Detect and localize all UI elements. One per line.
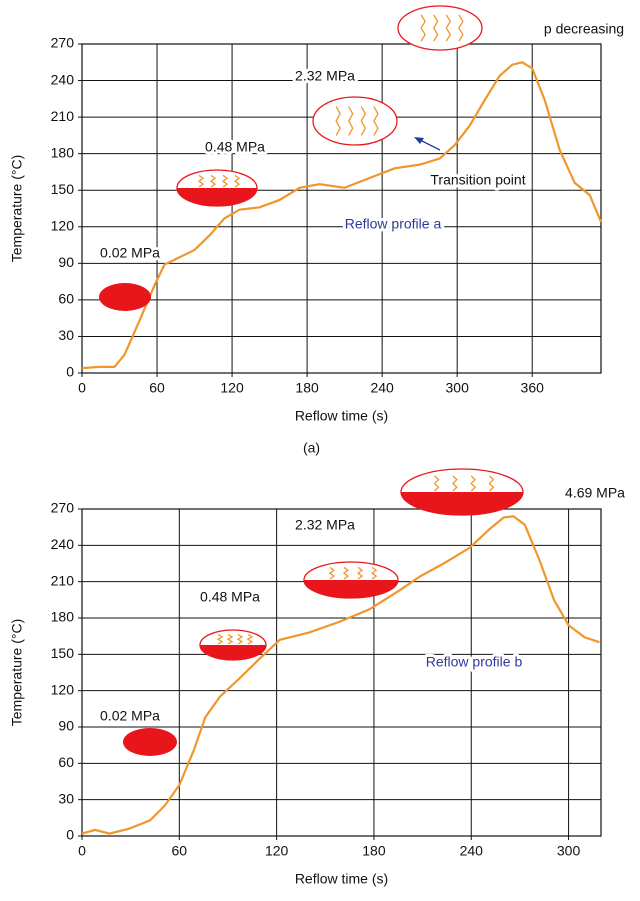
x-tick-label: 60	[149, 380, 165, 396]
x-axis-title: Reflow time (s)	[295, 871, 388, 887]
x-tick-label: 0	[78, 380, 86, 396]
gas-icon	[342, 566, 350, 580]
gas-icon	[373, 106, 379, 136]
gas-icon	[458, 14, 464, 42]
gas-icon	[236, 633, 244, 645]
annotation: 2.32 MPa	[295, 68, 355, 84]
x-tick-label: 300	[557, 843, 581, 859]
x-tick-label: 120	[265, 843, 289, 859]
y-tick-label: 0	[66, 827, 74, 843]
y-tick-label: 180	[51, 609, 75, 625]
annotation: 4.69 MPa	[565, 485, 625, 501]
x-axis-title: Reflow time (s)	[295, 408, 388, 424]
solder-fill	[177, 188, 257, 206]
annotation: Transition point	[430, 172, 525, 188]
x-tick-label: 240	[370, 380, 394, 396]
y-tick-label: 120	[51, 681, 75, 697]
gas-icon	[197, 174, 205, 188]
gas-icon	[209, 174, 217, 188]
solder-icon	[99, 283, 151, 311]
plot-frame	[81, 43, 602, 374]
arrow-head	[414, 137, 424, 144]
x-tick-label: 120	[220, 380, 244, 396]
gas-icon	[470, 475, 477, 492]
y-tick-label: 150	[51, 645, 75, 661]
gas-icon	[488, 475, 495, 492]
annotation: p decreasing	[544, 21, 624, 37]
annotation: 0.48 MPa	[205, 139, 265, 155]
y-tick-label: 240	[51, 536, 75, 552]
y-tick-label: 150	[51, 181, 75, 197]
line-series	[81, 61, 603, 370]
y-axis-title: Temperature (°C)	[9, 619, 25, 727]
y-tick-label: 120	[51, 217, 75, 233]
labels: 0.02 MPa 0.48 MPa 2.32 MPa p decreasing Tran…	[97, 18, 628, 727]
solder-icon	[312, 96, 398, 146]
gas-icon	[420, 14, 426, 42]
y-tick-label: 60	[58, 291, 74, 307]
gas-icon	[433, 475, 440, 492]
solder-fill	[401, 492, 523, 515]
gas-icon	[233, 174, 241, 188]
solder-fill	[200, 645, 266, 660]
x-tick-label: 180	[362, 843, 386, 859]
solder-icon	[123, 728, 177, 756]
solder-icon	[397, 5, 483, 51]
gas-icon	[221, 174, 229, 188]
gas-icon	[445, 14, 452, 42]
solder-fill	[304, 580, 398, 598]
legend-label: Reflow profile b	[426, 654, 523, 670]
y-tick-label: 60	[58, 754, 74, 770]
y-tick-label: 90	[58, 254, 74, 270]
y-tick-label: 30	[58, 790, 74, 806]
x-tick-label: 180	[295, 380, 319, 396]
y-tick-label: 210	[51, 108, 75, 124]
x-tick-label: 240	[460, 843, 484, 859]
annotation: 0.02 MPa	[100, 245, 160, 261]
y-axis-title: Temperature (°C)	[9, 155, 25, 263]
y-tick-label: 270	[51, 35, 75, 51]
gas-icon	[451, 475, 458, 492]
gas-icon	[347, 106, 354, 136]
y-tick-label: 210	[51, 572, 75, 588]
y-tick-label: 0	[66, 364, 74, 380]
gas-icon	[216, 633, 224, 645]
x-tick-label: 360	[521, 380, 545, 396]
gas-icon	[432, 14, 439, 42]
gas-icon	[335, 106, 341, 136]
gas-icon	[356, 566, 364, 580]
x-tick-label: 0	[78, 843, 86, 859]
gas-icon	[328, 566, 335, 580]
annotation: 0.48 MPa	[200, 589, 260, 605]
x-tick-label: 60	[172, 843, 188, 859]
x-tick-label: 300	[446, 380, 470, 396]
gas-icon	[371, 566, 378, 580]
icons	[99, 5, 524, 756]
y-tick-label: 240	[51, 71, 75, 87]
y-tick-label: 90	[58, 718, 74, 734]
y-tick-label: 180	[51, 144, 75, 160]
gas-icon	[226, 633, 234, 645]
annotation: 2.32 MPa	[295, 517, 355, 533]
legend-label: Reflow profile a	[345, 216, 442, 232]
y-tick-label: 30	[58, 327, 74, 343]
panel-label: (a)	[303, 440, 320, 456]
line-series	[81, 515, 600, 835]
gas-icon	[246, 633, 254, 645]
gas-icon	[360, 106, 367, 136]
y-tick-label: 270	[51, 500, 75, 516]
plot-frame	[81, 508, 602, 837]
annotation: 0.02 MPa	[100, 708, 160, 724]
